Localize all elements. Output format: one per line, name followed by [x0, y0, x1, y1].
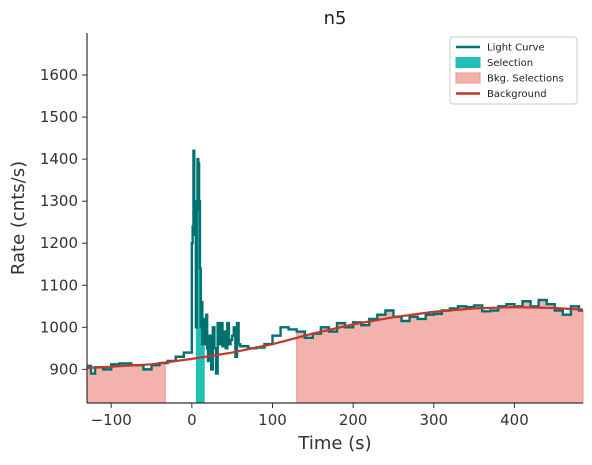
- x-tick-label: 300: [419, 411, 448, 429]
- legend-label: Light Curve: [487, 43, 545, 54]
- y-axis-label: Rate (cnts/s): [8, 161, 29, 275]
- series-line-background: [86, 306, 584, 370]
- legend-frame: [449, 36, 578, 105]
- y-tick-label: 1100: [40, 276, 78, 294]
- x-tick-label: 400: [500, 411, 529, 429]
- y-tick-label: 1500: [40, 108, 78, 126]
- legend-swatch: [455, 72, 481, 84]
- series-line-light-curve: [87, 149, 583, 375]
- x-tick-label: −100: [91, 411, 132, 429]
- y-tick-label: 1000: [40, 318, 78, 336]
- legend-label: Bkg. Selections: [487, 74, 564, 85]
- x-axis-label: Time (s): [297, 433, 371, 454]
- plot-lines: [86, 149, 584, 375]
- legend-label: Background: [487, 89, 547, 100]
- y-tick-label: 1600: [40, 66, 78, 84]
- legend: Light Curve Selection Bkg. Selections Backg…: [449, 36, 578, 105]
- x-axis-ticks: −100 0 100 200 300 400: [91, 403, 529, 429]
- x-tick-label: 200: [339, 411, 368, 429]
- y-axis-ticks: 900 1000 1100 1200 1300 1400 1500 1600: [40, 66, 87, 378]
- legend-swatch: [455, 57, 481, 68]
- x-tick-label: 100: [258, 411, 287, 429]
- y-tick-label: 1200: [40, 234, 78, 252]
- chart-title: n5: [324, 8, 347, 29]
- x-tick-label: 0: [187, 411, 197, 429]
- selection-regions: [86, 159, 584, 404]
- bkg-selection-region-1: [296, 299, 584, 404]
- axes: [86, 33, 583, 404]
- y-tick-label: 1400: [40, 150, 78, 168]
- bkg-selection-region-0: [86, 362, 166, 404]
- legend-label: Selection: [487, 58, 533, 69]
- y-tick-label: 900: [49, 360, 78, 378]
- y-tick-label: 1300: [40, 192, 78, 210]
